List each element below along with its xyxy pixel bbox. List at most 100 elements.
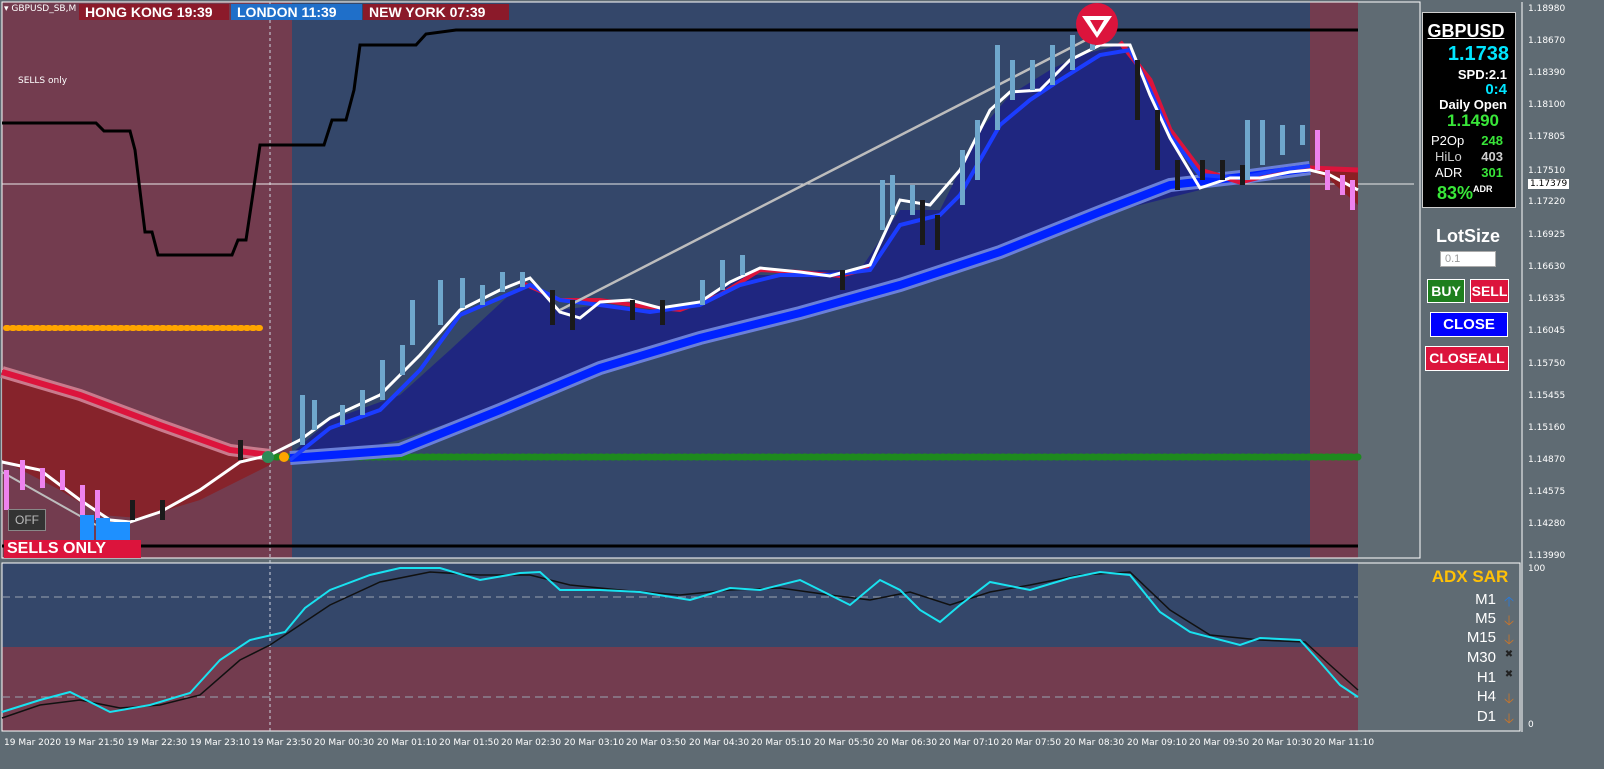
tf-label: M30	[1466, 649, 1496, 666]
time-tick: 20 Mar 09:10	[1127, 738, 1188, 748]
adr-percent-value: 83%	[1437, 183, 1474, 203]
price-tick: 1.18670	[1528, 36, 1566, 46]
price-tick: 1.18980	[1528, 4, 1566, 14]
symbol-tab-label: GBPUSD_SB,M	[11, 4, 77, 14]
session-london: LONDON 11:39	[231, 4, 362, 20]
info-row-label: ADR	[1435, 165, 1463, 180]
price-tick: 1.16925	[1528, 230, 1566, 240]
price-tick: 1.16045	[1528, 326, 1566, 336]
time-tick: 20 Mar 05:10	[751, 738, 812, 748]
price-tick: 1.17510	[1528, 166, 1566, 176]
buy-button[interactable]: BUY	[1427, 279, 1465, 303]
time-tick: 20 Mar 07:50	[1001, 738, 1062, 748]
close-all-button[interactable]: CLOSEALL	[1425, 346, 1509, 371]
time-tick: 20 Mar 03:50	[626, 738, 687, 748]
tf-row-m1: M1 🡡	[1420, 591, 1530, 609]
arrow-down-icon: 🡣	[1503, 710, 1515, 726]
session-new-york: NEW YORK 07:39	[363, 4, 509, 20]
tf-label: M5	[1475, 610, 1496, 627]
price-tick: 1.15750	[1528, 359, 1566, 369]
price-tick: 1.15160	[1528, 423, 1566, 433]
time-tick: 19 Mar 21:50	[64, 738, 125, 748]
info-symbol: GBPUSD	[1427, 21, 1505, 41]
time-tick: 20 Mar 00:30	[314, 738, 375, 748]
info-row-value: 403	[1481, 149, 1503, 164]
tf-row-m15: M15 🡣	[1420, 629, 1530, 647]
price-tick: 1.17805	[1528, 132, 1566, 142]
info-row-hilo: HiLo 403	[1423, 149, 1509, 165]
price-tick: 1.16335	[1528, 294, 1566, 304]
time-tick: 20 Mar 01:50	[439, 738, 500, 748]
tf-label: M1	[1475, 591, 1496, 608]
tf-label: D1	[1476, 708, 1496, 725]
sells-only-banner: SELLS ONLY	[4, 540, 141, 558]
brand-logo-icon	[1076, 3, 1118, 45]
symbol-tab[interactable]: ▾ GBPUSD_SB,M	[4, 4, 76, 14]
tf-row-h1: H1 ✖	[1420, 669, 1530, 687]
time-tick: 20 Mar 08:30	[1064, 738, 1125, 748]
tf-row-d1: D1 🡣	[1420, 708, 1530, 726]
time-tick: 20 Mar 05:50	[814, 738, 875, 748]
info-row-adr: ADR 301	[1423, 165, 1509, 181]
price-tick: 1.15455	[1528, 391, 1566, 401]
price-tick: 1.14870	[1528, 455, 1566, 465]
time-tick: 20 Mar 10:30	[1252, 738, 1313, 748]
tf-row-m30: M30 ✖	[1420, 649, 1530, 667]
session-hong-kong: HONG KONG 19:39	[79, 4, 229, 20]
close-button[interactable]: CLOSE	[1430, 312, 1508, 337]
off-toggle-button[interactable]: OFF	[8, 509, 46, 531]
info-panel: GBPUSD 1.1738 SPD:2.1 0:4 Daily Open 1.1…	[1422, 12, 1516, 208]
time-tick: 19 Mar 23:50	[252, 738, 313, 748]
current-price-label: 1.17379	[1528, 179, 1570, 189]
price-tick: 1.14575	[1528, 487, 1566, 497]
adx-sar-title: ADX SAR	[1431, 567, 1509, 586]
time-tick: 20 Mar 04:30	[689, 738, 750, 748]
chart-note: SELLS only	[18, 76, 68, 86]
sub-axis-bottom: 0	[1528, 720, 1534, 730]
bear-zone-right	[1310, 2, 1358, 558]
time-tick: 20 Mar 03:10	[564, 738, 625, 748]
info-row-value: 301	[1481, 165, 1503, 180]
lot-size-input[interactable]	[1440, 251, 1496, 267]
price-tick: 1.17220	[1528, 197, 1566, 207]
time-tick: 20 Mar 02:30	[501, 738, 562, 748]
adx-bear-zone	[2, 647, 1358, 731]
time-tick: 20 Mar 07:10	[939, 738, 1000, 748]
tf-row-m5: M5 🡣	[1420, 610, 1530, 628]
price-tick: 1.16630	[1528, 262, 1566, 272]
info-row-p2op: P2Op 248	[1423, 133, 1509, 149]
price-tick: 1.14280	[1528, 519, 1566, 529]
tf-label: M15	[1466, 629, 1496, 646]
cross-icon: ✖	[1504, 669, 1514, 680]
arrow-up-icon: 🡡	[1503, 593, 1515, 609]
sell-button[interactable]: SELL	[1470, 279, 1509, 303]
lot-size-label: LotSize	[1435, 226, 1500, 246]
tf-row-h4: H4 🡣	[1420, 688, 1530, 706]
info-price: 1.1738	[1447, 43, 1509, 65]
time-tick: 19 Mar 23:10	[190, 738, 251, 748]
arrow-down-icon: 🡣	[1503, 690, 1515, 706]
tf-label: H4	[1476, 688, 1496, 705]
info-row-label: HiLo	[1435, 149, 1462, 164]
time-tick: 20 Mar 11:10	[1314, 738, 1375, 748]
info-daily-open-label: Daily Open	[1439, 97, 1507, 112]
time-tick: 19 Mar 22:30	[127, 738, 188, 748]
info-spread: SPD:2.1	[1457, 67, 1507, 82]
price-tick: 1.13990	[1528, 551, 1566, 561]
dropdown-triangle-icon: ▾	[4, 4, 9, 14]
time-tick: 20 Mar 01:10	[377, 738, 438, 748]
info-adr-percent: 83%ADR	[1437, 183, 1493, 204]
info-ratio: 0:4	[1485, 81, 1507, 98]
info-daily-open-value: 1.1490	[1447, 111, 1499, 130]
time-tick: 20 Mar 06:30	[877, 738, 938, 748]
info-row-value: 248	[1481, 133, 1503, 148]
info-row-label: P2Op	[1431, 133, 1465, 148]
arrow-down-icon: 🡣	[1503, 631, 1515, 647]
cross-icon: ✖	[1504, 649, 1514, 660]
adr-percent-sup: ADR	[1473, 184, 1493, 194]
time-tick: 19 Mar 2020	[4, 738, 62, 748]
sub-axis-top: 100	[1528, 564, 1546, 574]
price-tick: 1.18390	[1528, 68, 1566, 78]
arrow-down-icon: 🡣	[1503, 612, 1515, 628]
